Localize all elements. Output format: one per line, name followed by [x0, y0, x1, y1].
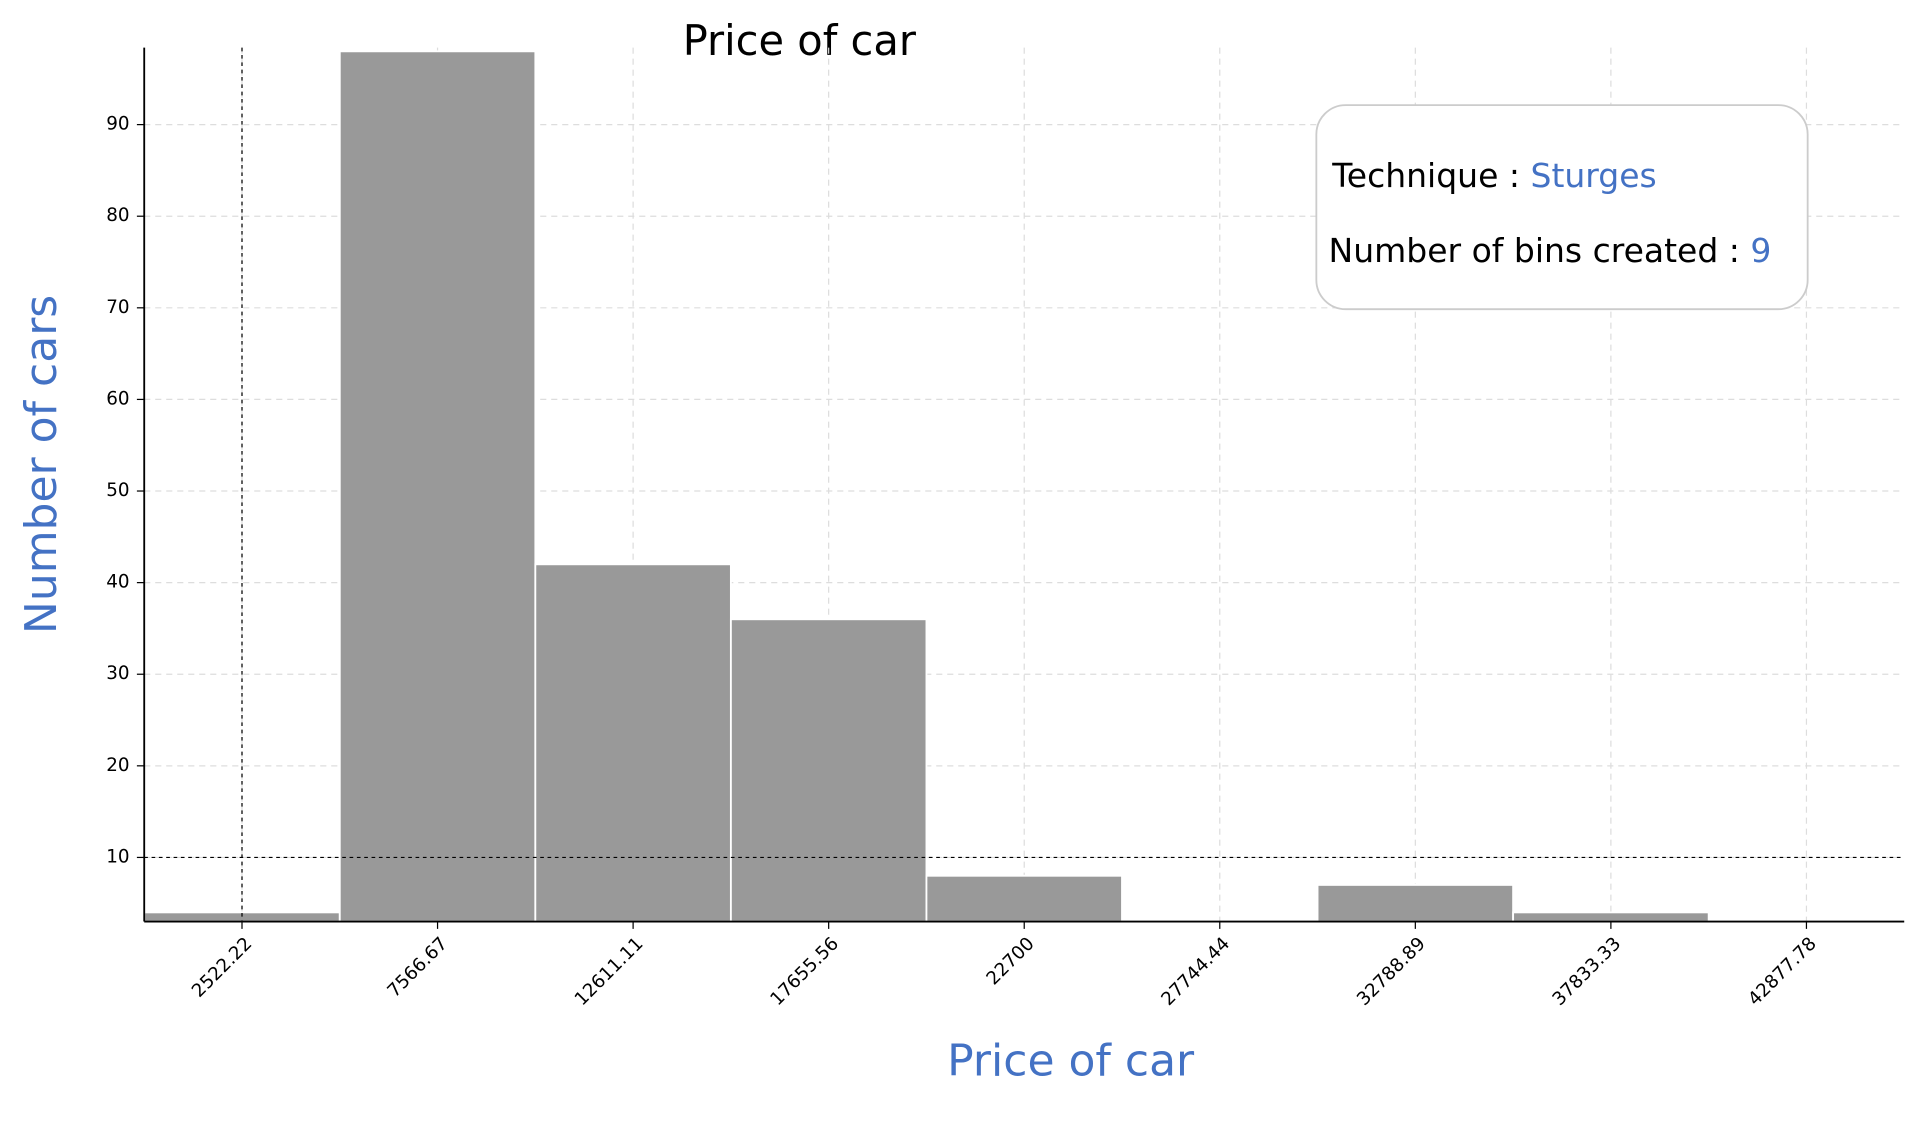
legend-box: [1315, 104, 1809, 311]
bins-label: Number of bins created :: [1329, 230, 1740, 269]
x-tick-label: 12611.11: [571, 933, 648, 1010]
x-tick-label: 32788.89: [1353, 933, 1430, 1010]
chart-title: Price of car: [683, 16, 917, 65]
y-tick-label: 30: [106, 663, 129, 684]
x-tick-label: 27744.44: [1157, 933, 1234, 1010]
bar: [534, 563, 732, 923]
technique-label: Technique :: [1331, 156, 1520, 195]
bar: [1316, 883, 1515, 923]
x-tick-label: 2522.22: [188, 933, 256, 1001]
y-tick-label: 80: [106, 205, 129, 226]
y-tick-label: 60: [106, 388, 129, 409]
bar: [1512, 911, 1710, 923]
bins-value: 9: [1750, 230, 1771, 269]
y-axis-label: Number of cars: [16, 295, 67, 634]
bar: [925, 874, 1123, 923]
y-tick-label: 50: [106, 480, 129, 501]
x-tick-label: 17655.56: [766, 933, 843, 1010]
y-tick-label: 40: [106, 572, 129, 593]
x-axis-label: Price of car: [947, 1035, 1195, 1086]
x-tick-label: 22700: [983, 933, 1039, 989]
x-tick-label: 42877.78: [1744, 933, 1821, 1010]
legend-bins: Number of bins created : 9: [1329, 230, 1772, 269]
x-tick-label: 37833.33: [1549, 933, 1626, 1010]
bars: [143, 50, 1710, 923]
y-tick-label: 20: [106, 755, 129, 776]
y-tick-label: 10: [106, 846, 129, 867]
y-tick-label: 90: [106, 114, 129, 135]
x-tick-label: 7566.67: [384, 933, 452, 1001]
y-tick-label: 70: [106, 297, 129, 318]
legend-technique: Technique : Sturges: [1331, 156, 1657, 195]
bar: [729, 618, 928, 923]
technique-value: Sturges: [1531, 156, 1657, 195]
bar: [338, 50, 537, 923]
